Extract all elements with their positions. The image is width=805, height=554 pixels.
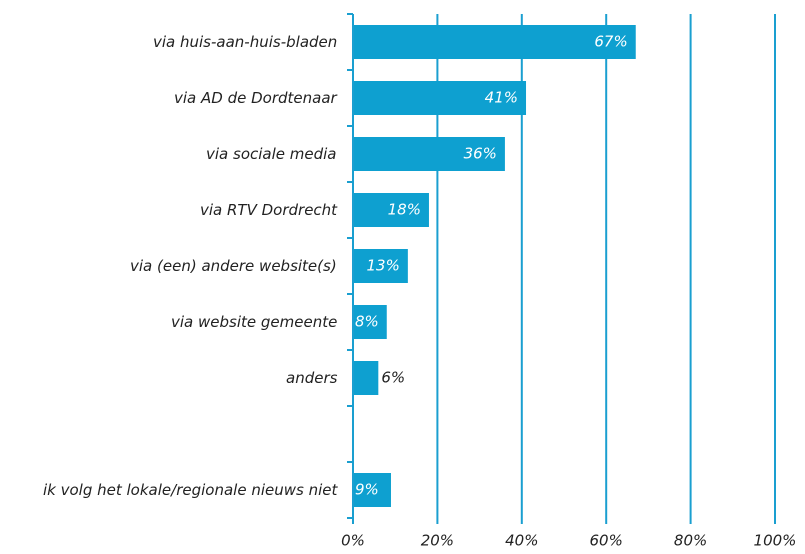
data-label: 18%: [388, 201, 421, 219]
bar: [353, 25, 636, 59]
data-label: 67%: [594, 33, 627, 51]
x-tick-label: 100%: [754, 532, 797, 550]
category-label: via sociale media: [206, 145, 337, 163]
bar: [353, 81, 527, 115]
data-label: 8%: [355, 313, 379, 331]
category-label: anders: [286, 369, 338, 387]
bar: [353, 305, 387, 339]
x-tick-label: 60%: [590, 532, 623, 550]
category-label: via huis-aan-huis-bladen: [153, 33, 338, 51]
data-label: 6%: [381, 369, 405, 387]
x-tick-label: 40%: [505, 532, 538, 550]
data-label: 36%: [464, 145, 497, 163]
data-label: 41%: [485, 89, 518, 107]
data-label: 13%: [367, 257, 400, 275]
category-label: ik volg het lokale/regionale nieuws niet: [43, 481, 338, 499]
bar: [353, 137, 505, 171]
bar: [353, 473, 391, 507]
bar: [353, 361, 379, 395]
category-label: via AD de Dordtenaar: [174, 89, 337, 107]
x-tick-label: 0%: [341, 532, 365, 550]
bar: [353, 249, 408, 283]
bar: [353, 193, 429, 227]
x-tick-label: 20%: [421, 532, 454, 550]
x-tick-label: 80%: [674, 532, 707, 550]
category-label: via RTV Dordrecht: [200, 201, 338, 219]
category-label: via (een) andere website(s): [130, 257, 337, 275]
category-label: via website gemeente: [171, 313, 338, 331]
data-label: 9%: [355, 481, 379, 499]
